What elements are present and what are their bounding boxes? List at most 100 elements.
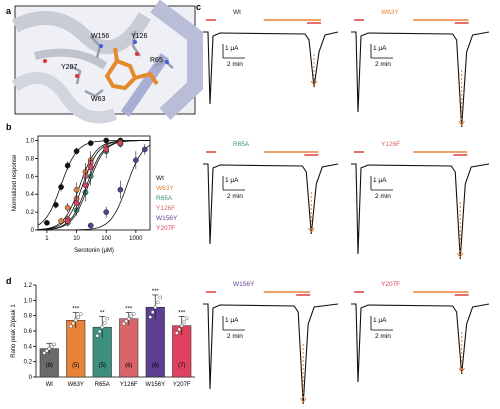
trace-name: Wt: [233, 9, 241, 16]
residue-label-r65: R65: [150, 57, 163, 64]
significance-label: ***: [178, 310, 186, 316]
individual-point: [124, 319, 129, 323]
current-trace-r65a: [203, 163, 339, 245]
individual-point: [105, 316, 110, 321]
x-tick-label: 1000: [129, 236, 143, 242]
n-label: (6): [125, 363, 132, 369]
data-point-wt: [52, 202, 59, 208]
y-tick-label: 1.2: [24, 283, 33, 289]
category-label: Wt: [46, 382, 54, 388]
data-point-w156y: [133, 157, 139, 164]
data-point-y207f: [87, 164, 94, 171]
y-tick-label: 0: [29, 375, 33, 381]
ratio-bar-chart: 0 0.2 0.4 0.6 0.8 1.0 1.2 Ratio peak 2/peak 1 (8…: [11, 283, 195, 388]
arrow-head-icon: [456, 252, 464, 258]
panel-label-c: c: [196, 2, 202, 12]
scale-time-label: 2 min: [227, 193, 243, 200]
residue-label-y126: Y126: [131, 33, 148, 40]
individual-point: [179, 323, 184, 328]
category-label: W156Y: [145, 382, 165, 388]
individual-point: [150, 310, 155, 314]
trace-name: R65A: [233, 141, 250, 148]
legend-entry: Wt: [156, 175, 164, 182]
arrow-head-icon: [458, 120, 466, 126]
trace-name: W156Y: [233, 281, 255, 288]
category-label: W63Y: [68, 382, 84, 388]
structure-image: [11, 0, 203, 124]
panel-label-b: b: [6, 122, 12, 132]
scale-current-label: 1 µA: [373, 177, 387, 184]
residue-label-w63: W63: [91, 96, 106, 103]
arrow-head-icon: [307, 227, 315, 233]
individual-point: [148, 315, 153, 319]
fit-curve-y207f: [37, 140, 150, 231]
legend-entry: Y126F: [156, 205, 175, 212]
trace-name: Y126F: [381, 141, 400, 148]
individual-point: [76, 315, 81, 320]
scale-current-label: 1 µA: [373, 317, 387, 324]
y-tick-label: 0.6: [24, 329, 33, 335]
current-trace-y126f: [351, 163, 490, 260]
scale-current-label: 1 µA: [373, 45, 387, 52]
arrow-head-icon: [310, 80, 318, 86]
y-tick-label: 0.4: [24, 344, 33, 350]
scale-current-label: 1 µA: [225, 317, 239, 324]
significance-label: ***: [72, 307, 80, 313]
data-point-w156y: [117, 186, 124, 193]
legend-entry: W156Y: [156, 215, 178, 222]
n-label: (5): [99, 363, 106, 369]
data-point-w156y: [103, 209, 110, 215]
individual-point: [47, 346, 52, 351]
n-label: (5): [72, 363, 79, 369]
individual-point: [100, 325, 105, 329]
dose-response-chart: 1 10 100 1000 0 0.2 0.4 0.6 0.8 1.0 Serotonin (µM)…: [12, 135, 178, 254]
individual-point: [78, 312, 83, 316]
x-tick-label: 1: [45, 236, 49, 242]
current-trace-y207f: [351, 303, 490, 383]
individual-point: [97, 329, 102, 334]
residue-label-y207: Y207: [61, 64, 78, 71]
y-tick-label: 0.4: [26, 192, 35, 198]
trace-name: W63Y: [381, 9, 399, 16]
y-tick-label: 0.2: [26, 210, 35, 216]
y-tick-label: 0: [31, 228, 35, 234]
y-tick-label: 1.0: [24, 298, 33, 304]
scale-current-label: 1 µA: [225, 45, 239, 52]
individual-point: [153, 305, 158, 310]
significance-label: ***: [152, 289, 160, 295]
individual-point: [174, 331, 179, 335]
legend-entry: R65A: [156, 195, 173, 202]
data-point-wt: [87, 140, 94, 147]
scale-time-label: 2 min: [375, 333, 391, 340]
data-point-wt: [58, 184, 64, 190]
individual-point: [184, 316, 189, 321]
arrow-head-icon: [299, 397, 307, 403]
panel-label-d: d: [6, 276, 12, 286]
individual-point: [52, 342, 57, 347]
individual-point: [71, 321, 76, 326]
scale-time-label: 2 min: [227, 333, 243, 340]
panel-label-a: a: [6, 6, 12, 16]
individual-point: [95, 333, 100, 338]
scale-time-label: 2 min: [375, 193, 391, 200]
y-tick-label: 0.2: [24, 360, 33, 366]
x-tick-label: 100: [101, 236, 112, 242]
category-label: Y207F: [173, 382, 191, 388]
category-label: R65A: [95, 382, 110, 388]
n-label: (6): [152, 363, 159, 369]
data-point-w156y: [141, 146, 148, 153]
data-point-wt: [44, 219, 50, 226]
n-label: (8): [46, 363, 53, 369]
scale-time-label: 2 min: [227, 61, 243, 68]
data-point-y207f: [82, 182, 89, 189]
individual-point: [182, 320, 187, 324]
data-point-w156y: [87, 222, 94, 229]
current-traces: Wt 1 µA 2 min W63Y 1 µA 2 min R65A 1 µA 2 min Y12…: [203, 9, 490, 405]
data-point-w63y: [58, 218, 64, 224]
trace-name: Y207F: [381, 281, 400, 288]
n-label: (7): [178, 363, 185, 369]
fit-curve-w156y: [38, 144, 151, 231]
y-axis-label: Normalized response: [12, 154, 18, 211]
individual-point: [44, 348, 49, 353]
current-trace-w156y: [203, 303, 339, 405]
